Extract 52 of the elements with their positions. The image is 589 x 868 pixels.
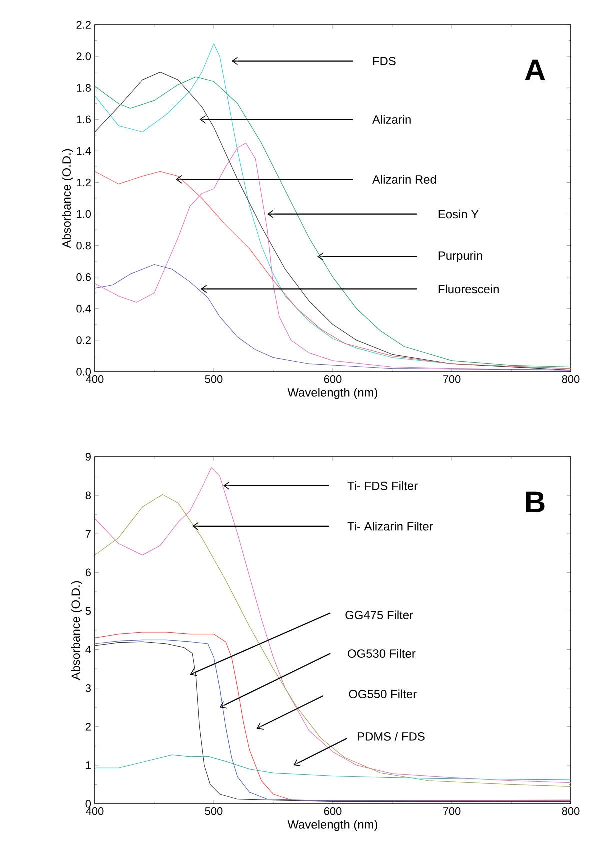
- y-tick-label: 1.4: [77, 147, 92, 155]
- y-axis-title: Absorbance (O.D.): [71, 581, 83, 680]
- y-tick-label: 0.2: [76, 336, 91, 344]
- annotation: A: [525, 60, 546, 80]
- annotation: Alizarin: [372, 115, 411, 124]
- y-tick-label: 1.2: [77, 178, 91, 187]
- x-tick-label: 700: [443, 376, 461, 384]
- annotation: PDMS / FDS: [358, 732, 425, 741]
- y-tick-label: 1.8: [77, 84, 91, 92]
- y-tick-label: 5: [86, 607, 92, 616]
- x-tick-label: 800: [562, 808, 580, 816]
- y-tick-label: 0.0: [76, 368, 92, 376]
- x-tick-label: 700: [443, 808, 461, 816]
- y-tick-label: 8: [86, 492, 91, 500]
- y-axis-title: Absorbance (O.D.): [62, 149, 74, 248]
- x-axis-title: Wavelength (nm): [288, 388, 378, 400]
- annotation: FDS: [373, 57, 396, 66]
- x-tick-label: 600: [324, 376, 342, 384]
- x-tick-label: 400: [86, 376, 104, 384]
- annotation: GG475 Filter: [346, 610, 414, 620]
- y-tick-label: 0.4: [76, 305, 92, 313]
- y-tick-label: 0.6: [76, 273, 91, 282]
- annotation: Eosin Y: [438, 210, 479, 219]
- annotation: Alizarin Red: [372, 175, 436, 184]
- line-series: [95, 754, 572, 780]
- x-tick-label: 600: [324, 808, 342, 816]
- annotation: B: [526, 492, 545, 512]
- y-tick-label: 3: [86, 684, 91, 692]
- annotation: OG550 Filter: [349, 690, 417, 698]
- y-tick-label: 2.2: [76, 21, 91, 29]
- y-tick-label: 4: [86, 646, 92, 654]
- y-tick-label: 7: [86, 530, 91, 538]
- y-tick-label: 1.6: [77, 116, 91, 124]
- y-tick-label: 0: [86, 800, 92, 808]
- x-tick-label: 500: [205, 376, 223, 384]
- line-series: [95, 264, 572, 371]
- x-axis-title: Wavelength (nm): [288, 820, 378, 832]
- x-tick-label: 800: [562, 376, 580, 384]
- y-tick-label: 2.0: [76, 52, 92, 60]
- y-tick-label: 0.8: [76, 242, 91, 250]
- annotation: Fluorescein: [438, 284, 499, 294]
- y-tick-label: 6: [86, 568, 91, 577]
- y-tick-label: 1: [86, 762, 91, 770]
- annotation: OG530 Filter: [348, 649, 416, 658]
- y-tick-label: 9: [86, 453, 91, 461]
- y-tick-label: 2: [86, 723, 91, 731]
- x-tick-label: 500: [205, 808, 223, 816]
- annotation: Ti- FDS Filter: [348, 482, 418, 490]
- x-tick-label: 400: [86, 808, 104, 816]
- annotation: Purpurin: [438, 251, 482, 262]
- y-tick-label: 1.0: [77, 210, 92, 218]
- annotation: Ti- Alizarin Filter: [348, 522, 434, 531]
